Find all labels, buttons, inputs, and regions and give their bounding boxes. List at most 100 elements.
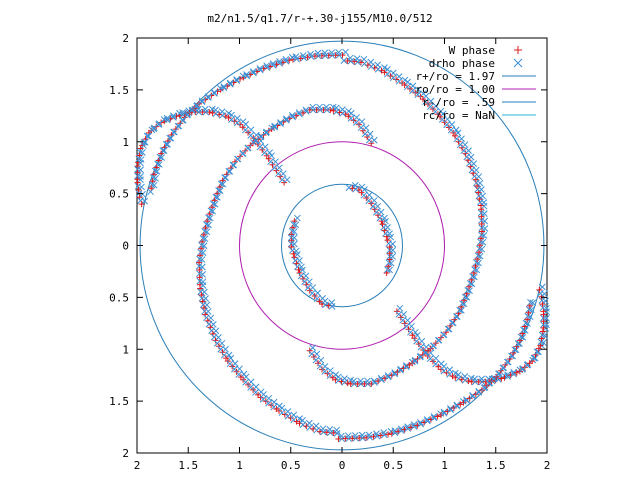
drho-phase-point [249,68,257,75]
w-phase-point [526,302,533,309]
drho-phase-point [218,108,226,115]
drho-phase-point [138,183,145,191]
drho-phase-point [296,110,303,118]
drho-phase-point [471,266,478,273]
drho-phase-point [199,249,207,256]
drho-phase-point [338,435,346,443]
w-phase-point [415,341,422,348]
drho-phase-point [209,207,216,215]
drho-phase-point [476,245,483,253]
w-phase-point [206,109,213,116]
drho-phase-point [233,76,240,83]
drho-phase-point [466,287,473,295]
drho-phase-point [226,168,234,175]
drho-phase-point [538,331,546,339]
x-tick-label: 1 [236,459,243,472]
x-tick-label: 2 [544,459,551,472]
drho-phase-point [474,252,482,259]
w-phase-point [443,329,450,336]
drho-phase-point [153,168,161,175]
w-phase-point [394,369,401,376]
drho-phase-point [384,372,392,379]
drho-phase-point [217,85,224,92]
drho-phase-point [461,293,469,301]
w-phase-point [476,242,483,249]
drho-phase-point [463,396,470,403]
drho-phase-point [352,434,360,442]
drho-phase-point [367,58,375,66]
drho-phase-point [314,289,322,297]
w-phase-point [335,435,342,442]
drho-phase-point [278,404,286,412]
w-phase-point [475,249,482,256]
drho-phase-point [466,279,474,287]
drho-phase-point [316,103,323,111]
w-phase-point [262,398,269,405]
drho-phase-point [366,130,374,138]
drho-phase-point [460,300,468,308]
drho-phase-point [288,53,296,61]
drho-phase-point [366,433,374,441]
w-phase-point [196,274,203,281]
drho-phase-point [359,434,367,442]
drho-phase-point [389,246,397,254]
drho-phase-point [509,352,516,360]
drho-phase-point [203,228,211,236]
w-phase-point [524,316,531,323]
drho-phase-point [290,228,298,235]
w-phase-point [138,201,145,208]
drho-phase-point [263,62,270,69]
w-phase-point [539,301,546,308]
drho-phase-point [295,109,303,116]
drho-phase-point [147,188,154,196]
w-phase-point [196,266,203,273]
drho-phase-point [139,149,146,156]
y-tick-label: 2 [122,447,129,460]
drho-phase-point [401,76,409,84]
w-phase-point [493,373,500,380]
x-tick-label: 2 [134,459,141,472]
drho-phase-point [207,314,215,322]
drho-phase-point [305,278,313,286]
drho-phase-point [307,50,314,58]
w-phase-point [459,144,466,151]
drho-phase-point [418,337,426,345]
drho-phase-point [197,248,204,256]
drho-phase-point [475,192,483,200]
drho-phase-point [164,141,171,148]
drho-phase-point [136,148,144,156]
drho-phase-point [212,193,220,201]
drho-phase-point [272,158,279,166]
drho-phase-point [203,221,210,228]
drho-phase-point [156,153,164,161]
drho-phase-point [400,310,408,318]
drho-phase-point [321,49,329,57]
drho-phase-point [283,115,290,123]
drho-phase-point [155,161,163,168]
drho-phase-point [290,411,298,419]
drho-phase-point [404,316,411,324]
w-phase-point [536,286,543,293]
w-phase-point [317,428,323,435]
drho-phase-point [510,370,518,378]
drho-phase-point [391,369,399,377]
drho-phase-point [198,256,206,263]
w-phase-point [513,369,520,376]
drho-phase-point [519,334,527,341]
drho-phase-point [397,425,405,433]
drho-phase-point [466,159,473,167]
drho-phase-point [385,240,393,247]
drho-phase-point [448,121,456,128]
drho-phase-point [468,280,476,288]
drho-phase-point [276,60,283,67]
w-phase-point [199,109,206,116]
w-phase-point [399,80,405,87]
drho-phase-point [322,301,329,309]
drho-phase-point [261,143,269,151]
drho-phase-point [214,193,221,201]
w-phase-point [330,107,337,114]
w-phase-point [447,322,454,329]
w-phase-point [351,58,358,65]
drho-phase-point [302,106,310,114]
